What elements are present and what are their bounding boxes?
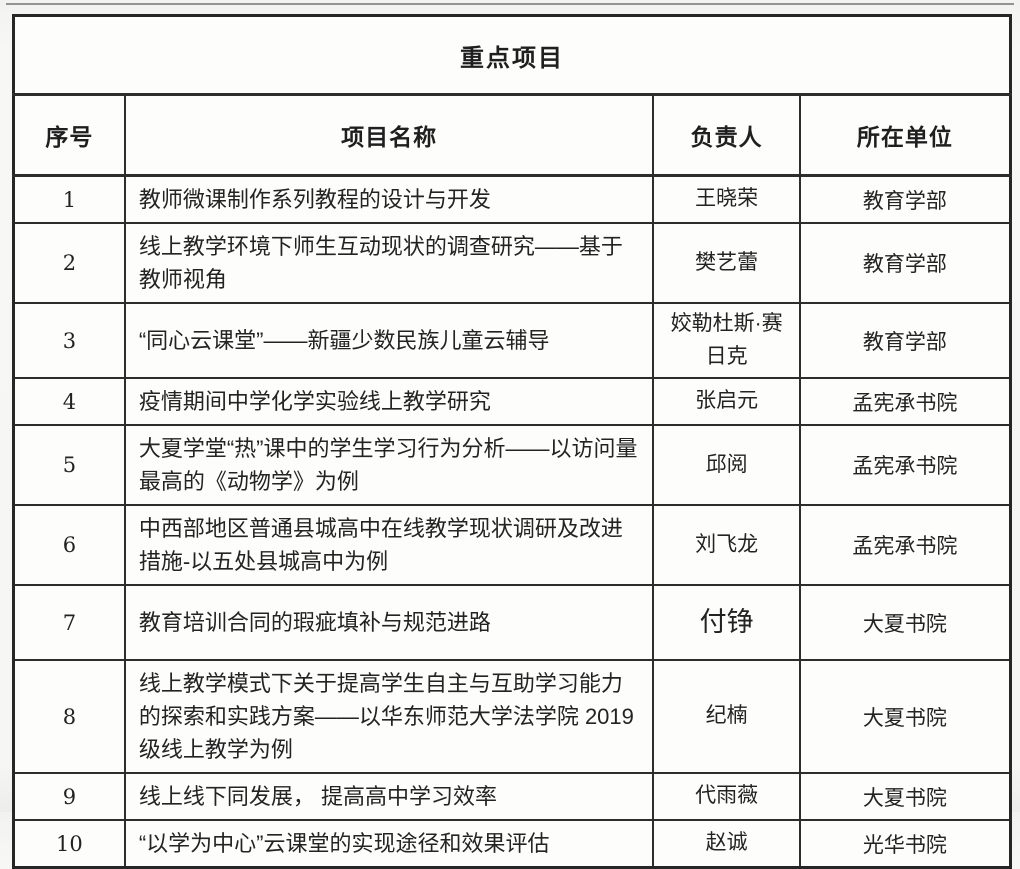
column-header-unit: 所在单位 (798, 93, 1012, 177)
table-title: 重点项目 (12, 14, 1012, 96)
project-name: 中西部地区普通县城高中在线教学现状调研及改进措施-以五处县城高中为例 (123, 504, 655, 587)
project-name: “同心云课堂”——新疆少数民族儿童云辅导 (123, 301, 655, 380)
project-name: 疫情期间中学化学实验线上教学研究 (123, 377, 655, 427)
table-row: 4 疫情期间中学化学实验线上教学研究 张启元 孟宪承书院 (12, 377, 1012, 427)
row-number: 4 (12, 377, 126, 427)
table-row: 8 线上教学模式下关于提高学生自主与互助学习能力的探索和实践方案——以华东师范大… (12, 659, 1012, 775)
unit-name: 大夏书院 (798, 659, 1012, 775)
row-number: 7 (12, 584, 126, 662)
row-number: 6 (12, 504, 126, 587)
column-header-no: 序号 (12, 93, 126, 177)
leader-name: 赵诚 (652, 819, 801, 869)
unit-name: 孟宪承书院 (798, 377, 1012, 427)
column-header-leader: 负责人 (652, 93, 801, 177)
project-name: 线上教学模式下关于提高学生自主与互助学习能力的探索和实践方案——以华东师范大学法… (123, 659, 655, 775)
scan-edge-line (6, 3, 1014, 5)
row-number: 5 (12, 424, 126, 507)
leader-name: 纪楠 (652, 659, 801, 775)
table-title-row: 重点项目 (12, 14, 1012, 96)
leader-name: 姣勒杜斯·赛日克 (652, 301, 801, 380)
leader-name: 代雨薇 (652, 772, 801, 822)
table-row: 7 教育培训合同的瑕疵填补与规范进路 付铮 大夏书院 (12, 584, 1012, 662)
unit-name: 教育学部 (798, 222, 1012, 304)
table-row: 5 大夏学堂“热”课中的学生学习行为分析——以访问量最高的《动物学》为例 邱阅 … (12, 424, 1012, 507)
unit-name: 光华书院 (798, 819, 1012, 869)
table-row: 9 线上线下同发展， 提高高中学习效率 代雨薇 大夏书院 (12, 772, 1012, 822)
unit-name: 大夏书院 (798, 772, 1012, 822)
project-name: 线上线下同发展， 提高高中学习效率 (123, 772, 655, 822)
project-name: “以学为中心”云课堂的实现途径和效果评估 (123, 819, 655, 869)
row-number: 10 (12, 819, 126, 869)
table-row: 2 线上教学环境下师生互动现状的调查研究——基于教师视角 樊艺蕾 教育学部 (12, 222, 1012, 304)
unit-name: 教育学部 (798, 301, 1012, 380)
table-header-row: 序号 项目名称 负责人 所在单位 (12, 93, 1012, 177)
table-row: 10 “以学为中心”云课堂的实现途径和效果评估 赵诚 光华书院 (12, 819, 1012, 869)
leader-name: 张启元 (652, 377, 801, 427)
project-name: 大夏学堂“热”课中的学生学习行为分析——以访问量最高的《动物学》为例 (123, 424, 655, 507)
table-row: 1 教师微课制作系列教程的设计与开发 王晓荣 教育学部 (12, 174, 1012, 224)
unit-name: 大夏书院 (798, 584, 1012, 662)
leader-name: 邱阅 (652, 424, 801, 507)
unit-name: 孟宪承书院 (798, 424, 1012, 507)
project-name: 教师微课制作系列教程的设计与开发 (123, 174, 655, 224)
project-name: 线上教学环境下师生互动现状的调查研究——基于教师视角 (123, 222, 655, 304)
leader-name: 王晓荣 (652, 174, 801, 224)
column-header-project: 项目名称 (123, 93, 655, 177)
row-number: 2 (12, 222, 126, 304)
leader-name: 付铮 (652, 584, 801, 662)
leader-name: 刘飞龙 (652, 504, 801, 587)
row-number: 8 (12, 659, 126, 775)
table-row: 3 “同心云课堂”——新疆少数民族儿童云辅导 姣勒杜斯·赛日克 教育学部 (12, 301, 1012, 380)
leader-name: 樊艺蕾 (652, 222, 801, 304)
project-name: 教育培训合同的瑕疵填补与规范进路 (123, 584, 655, 662)
unit-name: 孟宪承书院 (798, 504, 1012, 587)
table-row: 6 中西部地区普通县城高中在线教学现状调研及改进措施-以五处县城高中为例 刘飞龙… (12, 504, 1012, 587)
row-number: 3 (12, 301, 126, 380)
key-projects-table: 重点项目 序号 项目名称 负责人 所在单位 1 教师微课制作系列教程的设计与开发… (12, 14, 1012, 869)
row-number: 9 (12, 772, 126, 822)
unit-name: 教育学部 (798, 174, 1012, 224)
row-number: 1 (12, 174, 126, 224)
